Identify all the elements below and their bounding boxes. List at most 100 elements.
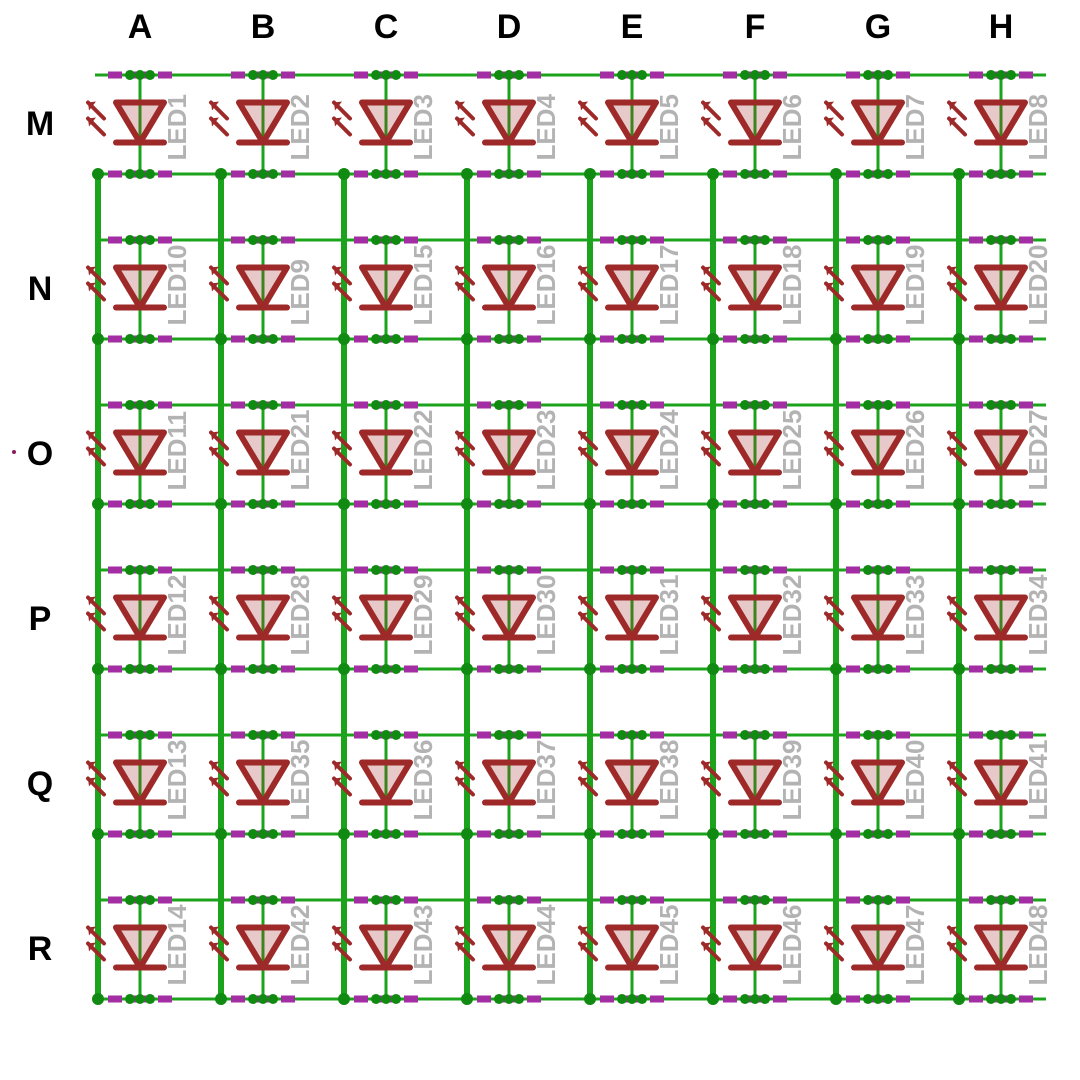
led-designator: LED23 <box>531 410 561 491</box>
junction-dot <box>830 498 842 510</box>
led-designator: LED5 <box>654 94 684 160</box>
junction-dot <box>338 828 350 840</box>
junction-dot <box>707 168 719 180</box>
row-label: M <box>26 105 54 143</box>
junction-dot <box>461 498 473 510</box>
row-label: P <box>29 600 52 638</box>
junction-dot <box>584 663 596 675</box>
led-matrix-schematic: ABCDEFGHMNOPQRLED1LED2LED3LED4LED5LED6LE… <box>0 0 1080 1080</box>
junction-dot <box>215 168 227 180</box>
junction-dot <box>707 828 719 840</box>
junction-dot <box>215 498 227 510</box>
led-designator: LED47 <box>900 905 930 986</box>
led-designator: LED4 <box>531 94 561 161</box>
row-label: O <box>27 435 53 473</box>
led-designator: LED41 <box>1023 740 1053 821</box>
led-designator: LED15 <box>408 245 438 326</box>
led-designator: LED24 <box>654 409 684 490</box>
led-designator: LED40 <box>900 740 930 821</box>
led-designator: LED8 <box>1023 94 1053 160</box>
led-designator: LED48 <box>1023 905 1053 986</box>
col-label: C <box>374 8 399 46</box>
junction-dot <box>461 333 473 345</box>
led-designator: LED31 <box>654 575 684 656</box>
row-label: R <box>28 930 53 968</box>
led-designator: LED10 <box>162 245 192 326</box>
junction-dot <box>707 993 719 1005</box>
led-designator: LED7 <box>900 94 930 160</box>
col-label: G <box>865 8 891 46</box>
led-designator: LED45 <box>654 905 684 986</box>
led-designator: LED36 <box>408 740 438 821</box>
led-designator: LED29 <box>408 575 438 656</box>
junction-dot <box>338 993 350 1005</box>
led-designator: LED13 <box>162 740 192 821</box>
led-designator: LED27 <box>1023 410 1053 491</box>
junction-dot <box>92 828 104 840</box>
led-designator: LED19 <box>900 245 930 326</box>
led-designator: LED34 <box>1023 574 1053 655</box>
junction-dot <box>92 333 104 345</box>
led-designator: LED1 <box>162 94 192 160</box>
junction-dot <box>953 498 965 510</box>
led-designator: LED44 <box>531 904 561 985</box>
junction-dot <box>707 663 719 675</box>
led-designator: LED43 <box>408 905 438 986</box>
row-label: N <box>28 270 53 308</box>
junction-dot <box>461 663 473 675</box>
junction-dot <box>338 663 350 675</box>
junction-dot <box>830 993 842 1005</box>
led-designator: LED30 <box>531 575 561 656</box>
row-label: Q <box>27 765 53 803</box>
led-designator: LED46 <box>777 905 807 986</box>
junction-dot <box>215 993 227 1005</box>
col-label: B <box>251 8 276 46</box>
junction-dot <box>830 828 842 840</box>
junction-dot <box>953 828 965 840</box>
junction-dot <box>707 333 719 345</box>
led-designator: LED35 <box>285 740 315 821</box>
junction-dot <box>92 498 104 510</box>
junction-dot <box>584 993 596 1005</box>
junction-dot <box>92 168 104 180</box>
col-label: A <box>128 8 153 46</box>
led-designator: LED38 <box>654 740 684 821</box>
junction-dot <box>584 828 596 840</box>
led-designator: LED28 <box>285 575 315 656</box>
led-designator: LED20 <box>1023 245 1053 326</box>
led-designator: LED14 <box>162 904 192 985</box>
junction-dot <box>953 333 965 345</box>
col-label: H <box>989 8 1014 46</box>
junction-dot <box>830 168 842 180</box>
junction-dot <box>215 663 227 675</box>
stray-pixel <box>12 450 16 454</box>
led-designator: LED33 <box>900 575 930 656</box>
led-designator: LED2 <box>285 94 315 160</box>
junction-dot <box>461 993 473 1005</box>
junction-dot <box>215 828 227 840</box>
junction-dot <box>584 168 596 180</box>
junction-dot <box>338 498 350 510</box>
led-designator: LED12 <box>162 575 192 656</box>
led-designator: LED18 <box>777 245 807 326</box>
led-designator: LED25 <box>777 410 807 491</box>
junction-dot <box>338 333 350 345</box>
junction-dot <box>707 498 719 510</box>
led-designator: LED22 <box>408 410 438 491</box>
junction-dot <box>92 993 104 1005</box>
col-label: D <box>497 8 522 46</box>
led-designator: LED16 <box>531 245 561 326</box>
led-designator: LED21 <box>285 410 315 491</box>
led-designator: LED37 <box>531 740 561 821</box>
junction-dot <box>215 333 227 345</box>
junction-dot <box>338 168 350 180</box>
junction-dot <box>584 333 596 345</box>
led-designator: LED26 <box>900 410 930 491</box>
led-designator: LED32 <box>777 575 807 656</box>
junction-dot <box>830 663 842 675</box>
led-designator: LED17 <box>654 245 684 326</box>
junction-dot <box>953 663 965 675</box>
junction-dot <box>461 828 473 840</box>
led-designator: LED3 <box>408 94 438 160</box>
junction-dot <box>584 498 596 510</box>
